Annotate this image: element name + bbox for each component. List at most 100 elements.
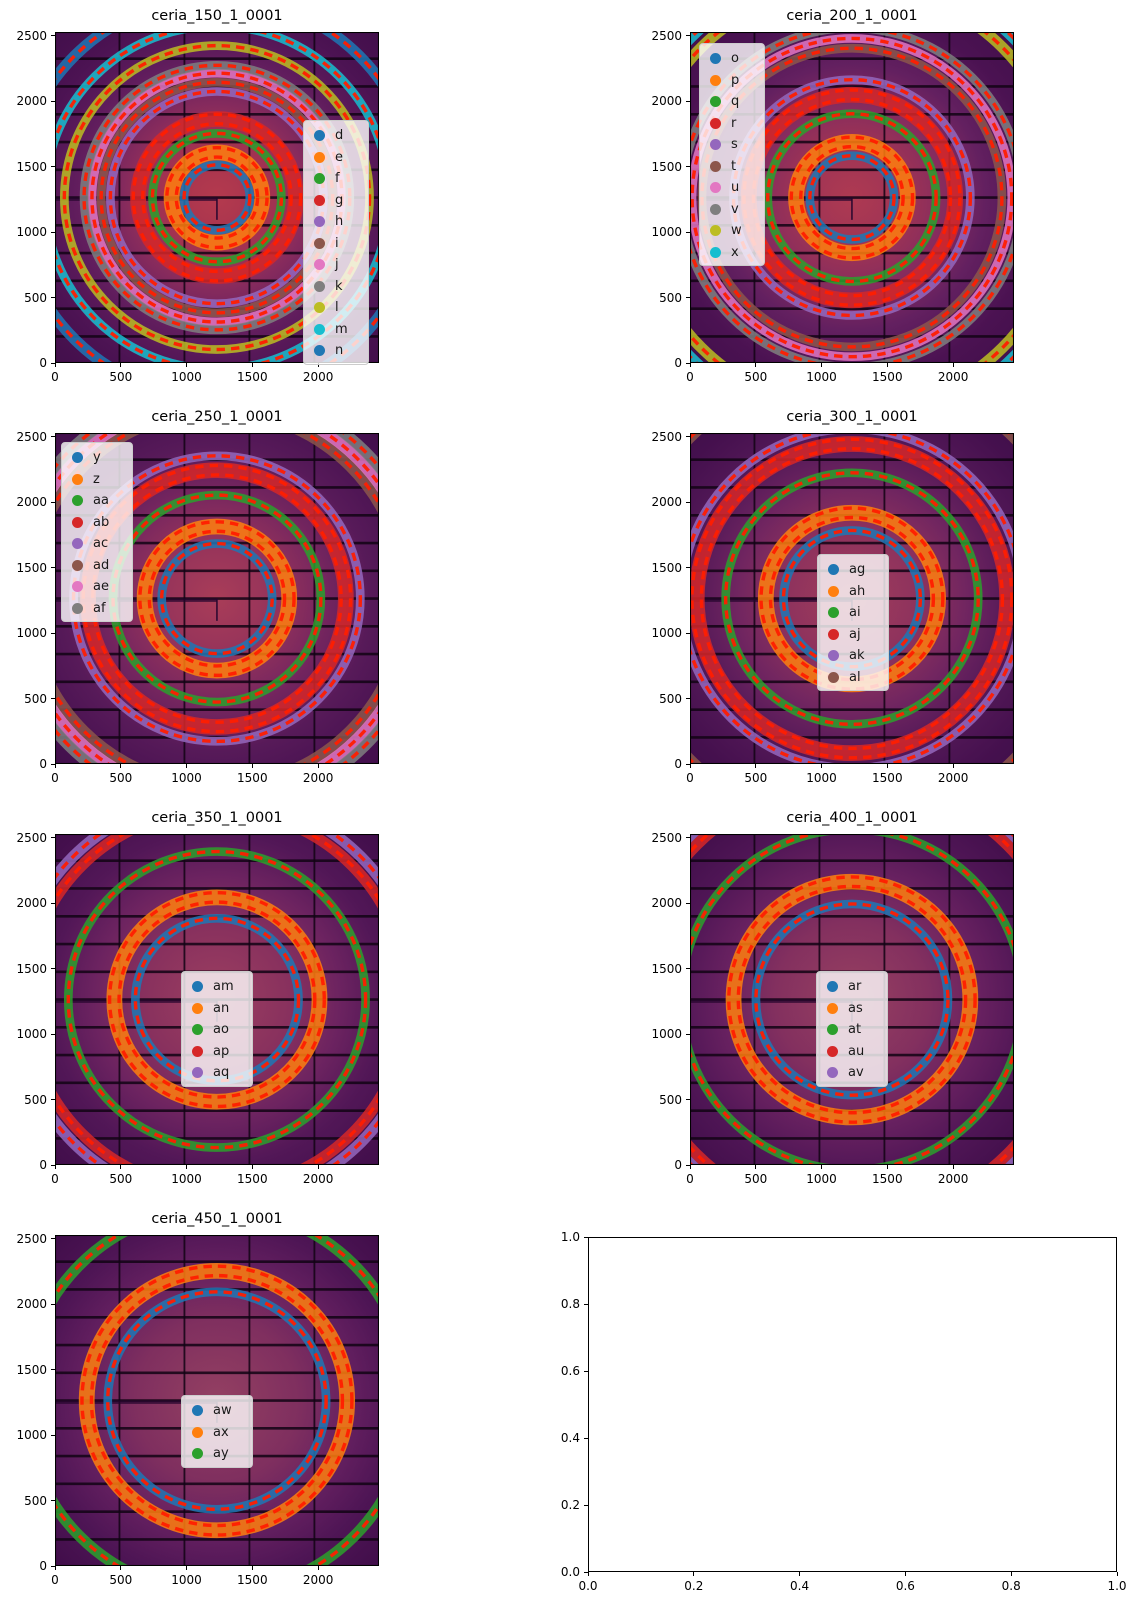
ring-fit-dashes (768, 515, 936, 682)
legend-marker-icon (72, 452, 83, 464)
y-tick-mark (686, 968, 690, 970)
legend-label: ay (213, 1446, 229, 1462)
ring-fit-dashes (808, 153, 896, 242)
x-tick-mark (251, 363, 253, 367)
ring-fit-dashes (736, 884, 968, 1115)
y-tick-mark (584, 1370, 588, 1372)
y-tick-label: 1500 (16, 560, 47, 575)
ring-fit-dashes (165, 145, 269, 250)
legend-item: q (700, 91, 764, 113)
y-tick-label: 1.0 (560, 1230, 580, 1244)
y-tick-mark (686, 902, 690, 904)
legend-item: af (62, 598, 132, 620)
y-tick-label: 2500 (651, 830, 682, 845)
plot-title: ceria_450_1_0001 (151, 1211, 283, 1227)
legend-label: al (849, 669, 861, 685)
subplot-3: ceria_250_1_0001 0 500 1000 1500 2000 0 500 1000… (16, 409, 379, 785)
x-tick-label: 0 (51, 1172, 59, 1186)
x-tick-label: 2000 (937, 771, 969, 785)
legend-item: ao (182, 1019, 252, 1041)
ring-fit-dashes (759, 506, 945, 691)
y-tick-label: 1000 (651, 1027, 682, 1041)
diffraction-ring (78, 1263, 356, 1539)
legend-marker-icon (314, 259, 325, 271)
x-tick-mark (54, 764, 56, 768)
legend-item: o (700, 48, 764, 70)
y-tick-mark (51, 1099, 55, 1100)
legend-item: aw (182, 1400, 252, 1422)
ring-fit-dashes (690, 36, 1014, 359)
legend: ag ah ai aj ak al (817, 554, 889, 691)
legend-label: ap (213, 1043, 230, 1059)
y-tick-label: 500 (659, 290, 682, 305)
y-tick-mark (51, 1238, 55, 1240)
x-tick-mark (821, 363, 823, 367)
legend-label: ad (93, 557, 110, 573)
y-tick-mark (51, 632, 55, 634)
legend-marker-icon (710, 53, 721, 65)
x-tick-label: 0.6 (895, 1579, 915, 1593)
x-tick-label: 1000 (806, 370, 837, 384)
y-tick-label: 2000 (651, 495, 682, 510)
legend-label: f (335, 171, 340, 187)
y-tick-label: 2000 (16, 495, 47, 510)
y-tick-mark (584, 1437, 588, 1439)
ring-fit-dashes (799, 144, 905, 251)
legend-label: x (731, 244, 739, 260)
x-tick-mark (120, 764, 122, 768)
legend-item: ag (818, 559, 888, 581)
x-tick-mark (54, 1566, 56, 1570)
detector-image (55, 834, 379, 1165)
x-tick-mark (120, 1566, 122, 1570)
subplot-8: 0.0 0.2 0.4 0.6 0.8 1.0 0.0 0.2 0.4 0.6 0.8 1.0 (561, 1230, 1127, 1593)
legend-label: m (335, 321, 348, 337)
legend-label: u (731, 180, 740, 196)
y-tick-label: 1000 (16, 1027, 47, 1041)
legend-marker-icon (314, 323, 325, 335)
legend-label: aw (213, 1403, 232, 1419)
plot-title: ceria_200_1_0001 (786, 8, 918, 24)
y-tick-label: 500 (659, 1092, 682, 1107)
ring-fit-dashes (754, 902, 950, 1097)
x-tick-mark (54, 363, 56, 367)
y-tick-label: 2500 (651, 28, 682, 43)
legend-label: aa (93, 493, 109, 509)
ring-fit-dashes (727, 875, 977, 1124)
y-tick-mark (584, 1303, 588, 1305)
y-tick-mark (51, 231, 55, 233)
x-tick-mark (693, 1572, 695, 1576)
legend-item: an (182, 998, 252, 1020)
x-tick-label: 0 (51, 1573, 59, 1587)
x-tick-label: 2000 (937, 1172, 969, 1186)
y-tick-label: 500 (24, 1493, 47, 1508)
y-tick-mark (686, 1033, 690, 1035)
x-tick-mark (1116, 1572, 1118, 1576)
y-tick-mark (51, 1369, 55, 1371)
legend-marker-icon (828, 564, 839, 576)
x-tick-mark (54, 1165, 56, 1169)
legend-item: aq (182, 1062, 252, 1084)
legend-marker-icon (314, 345, 325, 357)
y-tick-mark (584, 1571, 588, 1573)
ring-fit-dashes (159, 541, 274, 656)
y-tick-label: 0 (39, 356, 47, 370)
plot-title: ceria_300_1_0001 (786, 409, 918, 425)
y-tick-label: 0.8 (560, 1297, 580, 1311)
x-tick-mark (689, 764, 691, 768)
y-tick-mark (51, 1303, 55, 1305)
y-tick-label: 0 (39, 757, 47, 771)
legend-item: ai (818, 602, 888, 624)
legend-item: al (818, 667, 888, 689)
y-tick-mark (686, 837, 690, 839)
x-tick-mark (317, 363, 319, 367)
legend-marker-icon (828, 671, 839, 683)
x-tick-mark (317, 764, 319, 768)
y-tick-label: 0.0 (560, 1565, 580, 1579)
y-tick-label: 0 (674, 356, 682, 370)
y-tick-mark (51, 698, 55, 699)
legend-label: at (848, 1022, 862, 1038)
y-tick-mark (51, 837, 55, 839)
x-tick-label: 0.0 (578, 1579, 598, 1593)
y-tick-mark (51, 763, 55, 765)
